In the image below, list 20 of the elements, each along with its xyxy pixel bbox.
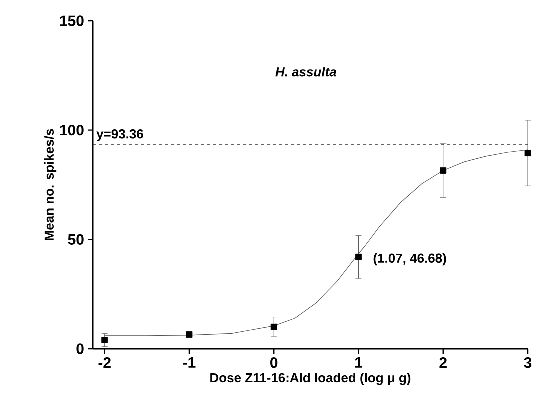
annotation: (1.07, 46.68) xyxy=(374,253,446,266)
y-tick-label: 150 xyxy=(60,16,84,26)
text: H. assulta xyxy=(276,67,336,77)
point xyxy=(440,168,447,174)
point xyxy=(524,150,532,156)
point xyxy=(102,337,108,344)
point xyxy=(270,324,278,330)
x-tick-label: 2 xyxy=(440,358,447,368)
y-tick-label: 100 xyxy=(60,125,84,136)
ref-line-label: y=93.36 xyxy=(96,130,144,142)
y-tick-label: 50 xyxy=(68,234,84,245)
x-tick-label: -2 xyxy=(98,358,111,368)
x-tick-label: 0 xyxy=(270,358,278,368)
x-axis-title: Dose Z11-16:Ald loaded (log μ g) xyxy=(210,373,411,386)
x-tick-label: -1 xyxy=(183,358,196,368)
x-tick-label: 3 xyxy=(524,358,532,368)
x-tick-label: 1 xyxy=(356,358,362,368)
y-axis-title: Mean no. spikes/s xyxy=(44,129,57,240)
y-tick-label: 0 xyxy=(76,344,84,354)
point xyxy=(356,254,362,260)
